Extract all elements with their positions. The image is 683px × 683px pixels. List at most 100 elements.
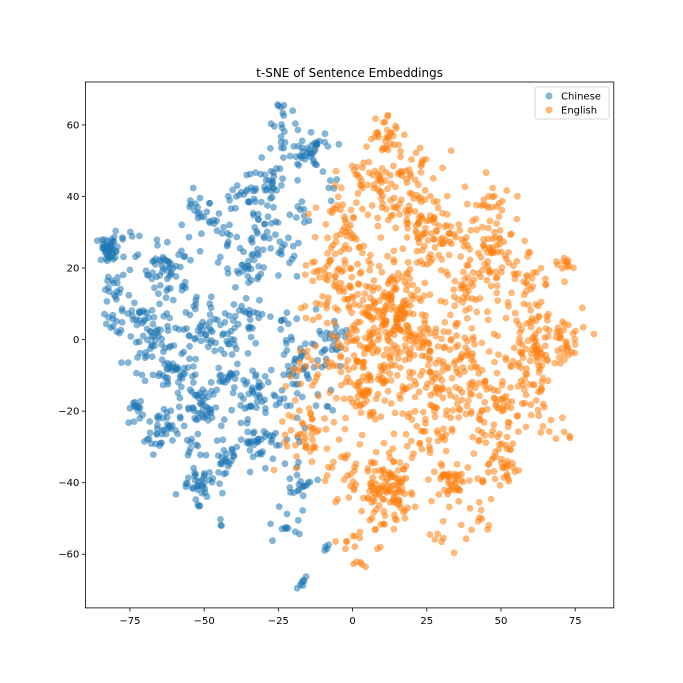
data-point: [524, 337, 532, 344]
data-point: [571, 340, 579, 348]
data-point: [167, 407, 175, 415]
data-point: [250, 256, 258, 264]
data-point: [282, 336, 290, 344]
data-point: [291, 120, 299, 127]
data-point: [192, 334, 200, 342]
data-point: [524, 281, 531, 289]
data-point: [320, 347, 328, 354]
data-point: [251, 198, 259, 206]
data-point: [590, 330, 598, 338]
data-point: [502, 356, 510, 364]
data-point: [226, 231, 234, 239]
data-point: [249, 430, 257, 437]
data-point: [464, 242, 472, 249]
data-point: [480, 241, 487, 249]
data-point: [241, 264, 249, 272]
data-point: [332, 498, 339, 506]
data-point: [426, 368, 434, 376]
data-point: [493, 282, 501, 290]
data-point: [484, 461, 492, 468]
data-point: [186, 342, 194, 350]
data-point: [284, 320, 292, 328]
data-point: [180, 364, 188, 372]
data-point: [443, 192, 451, 200]
data-point: [192, 355, 200, 363]
data-point: [429, 174, 437, 182]
data-point: [223, 242, 231, 250]
data-point: [313, 140, 321, 148]
data-point: [220, 447, 228, 454]
data-point: [493, 220, 500, 227]
data-point: [410, 351, 418, 359]
data-point: [537, 298, 545, 306]
data-point: [206, 217, 213, 225]
data-point: [464, 314, 471, 322]
data-point: [133, 369, 140, 377]
data-point: [276, 399, 283, 407]
data-point: [414, 286, 421, 294]
data-point: [220, 416, 228, 423]
data-point: [314, 362, 322, 370]
data-point: [343, 232, 351, 240]
data-point: [392, 224, 400, 232]
data-point: [247, 402, 255, 410]
data-point: [199, 413, 207, 420]
data-point: [484, 235, 492, 243]
data-point: [277, 133, 285, 141]
data-point: [517, 364, 525, 372]
data-point: [421, 186, 429, 194]
data-point: [377, 195, 385, 203]
data-point: [344, 331, 352, 339]
data-point: [309, 444, 317, 452]
x-axis-ticks: −75 −50 −25 0 25 50 75: [119, 607, 582, 627]
data-point: [289, 366, 297, 373]
data-point: [218, 522, 225, 529]
data-point: [118, 307, 126, 315]
data-point: [370, 497, 378, 505]
data-point: [372, 448, 380, 456]
data-point: [248, 239, 256, 246]
data-point: [348, 162, 356, 170]
x-tick-label: −75: [119, 616, 140, 627]
data-point: [503, 471, 511, 478]
data-point: [526, 249, 534, 256]
data-point: [565, 351, 572, 359]
data-point: [229, 186, 237, 194]
data-point: [497, 248, 505, 256]
data-point: [137, 397, 145, 405]
data-point: [535, 326, 543, 334]
data-point: [425, 361, 432, 369]
data-point: [463, 402, 471, 410]
data-point: [491, 475, 499, 483]
data-point: [535, 412, 543, 420]
data-point: [545, 326, 553, 334]
data-point: [369, 459, 376, 467]
data-point: [513, 412, 521, 420]
data-point: [478, 266, 486, 274]
data-point: [332, 205, 339, 213]
data-point: [139, 332, 147, 340]
data-point: [358, 431, 366, 439]
data-point: [327, 197, 335, 205]
data-point: [372, 115, 379, 122]
data-point: [365, 158, 373, 166]
data-point: [390, 162, 397, 170]
data-point: [484, 405, 491, 413]
data-point: [360, 242, 368, 250]
data-point: [261, 183, 268, 191]
data-point: [237, 392, 245, 399]
data-point: [226, 221, 233, 229]
data-point: [527, 401, 535, 409]
data-point: [323, 319, 331, 327]
data-point: [376, 543, 384, 551]
data-point: [260, 264, 268, 271]
data-point: [217, 516, 224, 523]
data-point: [219, 489, 226, 497]
data-point: [406, 309, 413, 317]
data-point: [155, 290, 162, 298]
data-point: [422, 224, 429, 232]
data-point: [571, 335, 579, 343]
data-point: [490, 468, 498, 475]
data-point: [342, 545, 349, 553]
data-point: [433, 427, 441, 435]
